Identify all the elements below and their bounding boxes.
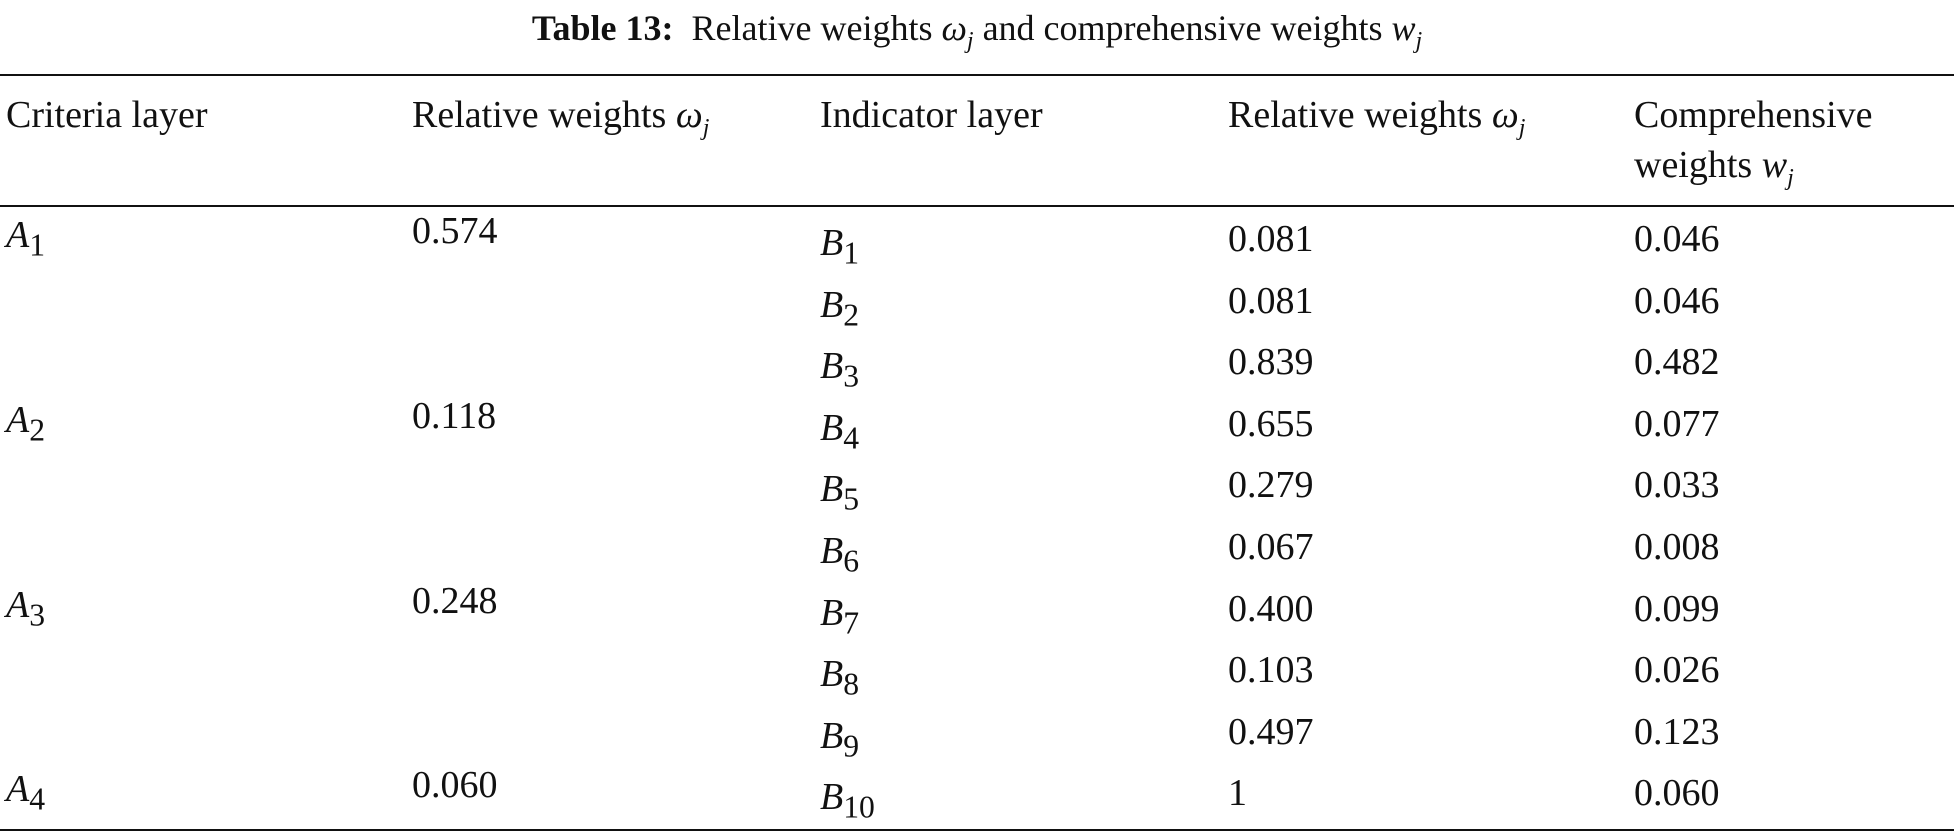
indicator-cell: B9 — [820, 713, 859, 770]
criteria-weight-cell: 0.118 — [412, 394, 497, 437]
criteria-cell: A1 — [6, 212, 45, 269]
header-w-sub: j — [1787, 165, 1794, 191]
comprehensive-weight-cell: 0.060 — [1634, 772, 1720, 815]
criteria-cell: A2 — [6, 397, 45, 454]
caption-w: w — [1391, 8, 1416, 48]
indicator-weight-cell: 1 — [1228, 772, 1247, 815]
indicator-symbol: B — [820, 345, 844, 388]
header-comprehensive-line2: weights wj — [1634, 142, 1794, 191]
indicator-weight-cell: 0.081 — [1228, 279, 1314, 322]
criteria-symbol: A — [6, 768, 30, 811]
caption-text-a: Relative weights — [691, 8, 942, 48]
criteria-subscript: 1 — [29, 227, 46, 263]
table-top-rule — [0, 74, 1954, 76]
indicator-weight-cell: 0.067 — [1228, 526, 1314, 568]
comprehensive-weight-cell: 0.033 — [1634, 464, 1720, 507]
criteria-weight-cell: 0.574 — [412, 210, 498, 252]
criteria-symbol: A — [6, 214, 30, 256]
criteria-subscript: 3 — [29, 597, 46, 633]
indicator-cell: B8 — [820, 651, 859, 708]
indicator-subscript: 10 — [843, 789, 875, 825]
comprehensive-weight-cell: 0.046 — [1634, 279, 1720, 322]
indicator-weight-cell: 0.081 — [1228, 218, 1314, 260]
comprehensive-weight-cell: 0.482 — [1634, 341, 1720, 384]
indicator-subscript: 9 — [843, 728, 860, 764]
header-comprehensive-line1: Comprehensive — [1634, 94, 1873, 136]
indicator-weight-cell: 0.497 — [1228, 710, 1314, 753]
criteria-symbol: A — [6, 583, 30, 626]
indicator-subscript: 4 — [843, 420, 860, 456]
comprehensive-weight-cell: 0.026 — [1634, 649, 1720, 692]
table-bottom-rule — [0, 829, 1954, 831]
indicator-subscript: 8 — [843, 666, 860, 702]
indicator-cell: B1 — [820, 220, 859, 277]
caption-omega: ω — [941, 8, 967, 48]
caption-label: Table 13: — [531, 8, 674, 48]
indicator-cell: B7 — [820, 590, 859, 647]
header-omega-1-sub: j — [702, 115, 710, 141]
indicator-symbol: B — [820, 714, 844, 757]
header-relative-weights-indicator-text: Relative weights — [1228, 94, 1492, 136]
indicator-cell: B5 — [820, 466, 859, 523]
criteria-symbol: A — [6, 398, 30, 441]
indicator-cell: B2 — [820, 282, 859, 339]
indicator-weight-cell: 0.400 — [1228, 587, 1314, 630]
criteria-cell: A4 — [6, 766, 45, 823]
indicator-cell: B6 — [820, 528, 859, 585]
caption-text-b: and comprehensive weights — [973, 8, 1392, 48]
indicator-subscript: 3 — [843, 358, 860, 394]
indicator-symbol: B — [820, 406, 844, 449]
indicator-cell: B4 — [820, 405, 859, 462]
caption-w-sub: j — [1415, 28, 1423, 54]
comprehensive-weight-cell: 0.077 — [1634, 402, 1720, 445]
header-criteria-layer: Criteria layer — [6, 94, 208, 136]
table-caption: Table 13: Relative weights ωj and compre… — [0, 6, 1954, 53]
indicator-subscript: 1 — [843, 235, 860, 271]
indicator-symbol: B — [820, 530, 844, 572]
header-omega-2-sub: j — [1518, 115, 1526, 141]
indicator-symbol: B — [820, 776, 844, 819]
indicator-cell: B3 — [820, 343, 859, 400]
indicator-weight-cell: 0.103 — [1228, 649, 1314, 692]
header-w: w — [1761, 144, 1788, 186]
indicator-symbol: B — [820, 222, 844, 264]
comprehensive-weight-cell: 0.008 — [1634, 526, 1720, 568]
header-relative-weights-criteria-text: Relative weights — [412, 94, 676, 136]
criteria-cell: A3 — [6, 582, 45, 639]
criteria-subscript: 4 — [29, 781, 46, 817]
header-indicator-layer: Indicator layer — [820, 94, 1043, 136]
indicator-weight-cell: 0.655 — [1228, 402, 1314, 445]
header-relative-weights-criteria: Relative weights ωj — [412, 92, 710, 141]
table-header-rule — [0, 205, 1954, 207]
indicator-weight-cell: 0.279 — [1228, 464, 1314, 507]
caption-omega-sub: j — [966, 28, 974, 54]
header-omega-1: ω — [675, 94, 703, 136]
indicator-subscript: 2 — [843, 297, 860, 333]
header-comprehensive-line2-text: weights — [1634, 144, 1762, 186]
criteria-weight-cell: 0.060 — [412, 764, 498, 807]
indicator-symbol: B — [820, 283, 844, 326]
comprehensive-weight-cell: 0.046 — [1634, 218, 1720, 260]
header-relative-weights-indicator: Relative weights ωj — [1228, 92, 1526, 141]
comprehensive-weight-cell: 0.123 — [1634, 710, 1720, 753]
indicator-subscript: 5 — [843, 481, 860, 517]
comprehensive-weight-cell: 0.099 — [1634, 587, 1720, 630]
header-omega-2: ω — [1491, 94, 1519, 136]
indicator-subscript: 6 — [843, 543, 860, 579]
indicator-weight-cell: 0.839 — [1228, 341, 1314, 384]
indicator-symbol: B — [820, 468, 844, 511]
indicator-symbol: B — [820, 591, 844, 634]
indicator-cell: B10 — [820, 774, 875, 831]
indicator-symbol: B — [820, 653, 844, 696]
criteria-subscript: 2 — [29, 412, 46, 448]
indicator-subscript: 7 — [843, 605, 860, 641]
criteria-weight-cell: 0.248 — [412, 579, 498, 622]
